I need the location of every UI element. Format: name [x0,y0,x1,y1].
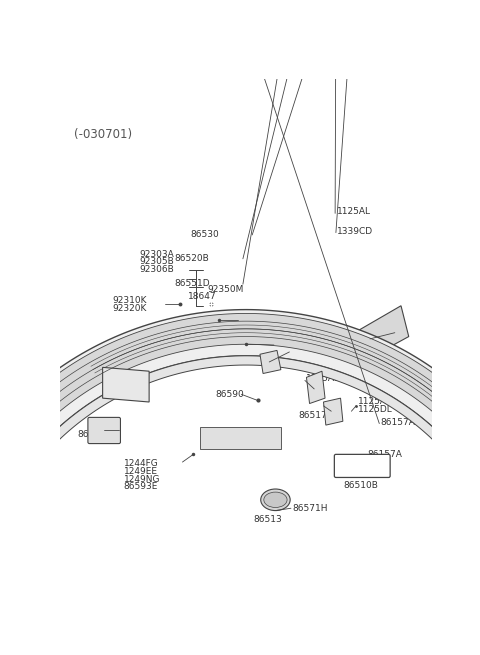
Text: 92310K: 92310K [112,296,146,305]
Text: 86594: 86594 [240,314,268,324]
Text: 86157A: 86157A [381,419,416,427]
Text: 86590: 86590 [215,390,244,399]
Ellipse shape [261,489,290,510]
Text: 86571H: 86571H [292,504,328,513]
Polygon shape [306,371,325,403]
Text: 1249EE: 1249EE [123,467,157,476]
Text: 86513: 86513 [253,515,282,524]
Text: 1249NG: 1249NG [123,474,160,483]
Text: 92306B: 92306B [139,265,174,274]
Polygon shape [17,356,475,479]
Polygon shape [260,350,281,373]
Text: 1125AK: 1125AK [359,398,393,407]
Text: 18647: 18647 [188,292,216,301]
Text: 92303A: 92303A [139,250,174,259]
Text: 92320K: 92320K [112,303,146,312]
Text: 86593E: 86593E [123,482,158,491]
Polygon shape [0,314,480,447]
Text: 1125AL: 1125AL [337,208,372,216]
Text: 86593A: 86593A [335,333,370,343]
Text: 1125DL: 1125DL [359,405,393,414]
Text: 86157A: 86157A [367,450,402,459]
Text: 86518H: 86518H [291,346,326,356]
Text: 86510B: 86510B [343,481,378,490]
Text: 86530: 86530 [190,230,219,238]
Text: (-030701): (-030701) [74,128,132,141]
Text: 86517H: 86517H [299,411,334,421]
Polygon shape [324,398,343,425]
Text: 1339CD: 1339CD [337,227,373,236]
Polygon shape [355,306,409,362]
Ellipse shape [264,492,287,508]
Text: 1244FG: 1244FG [123,459,158,468]
Text: 86551D: 86551D [174,279,210,288]
Bar [200,428,281,449]
FancyBboxPatch shape [335,455,390,477]
Text: 1125AB: 1125AB [306,375,342,383]
Polygon shape [0,310,480,516]
Text: 1244BF: 1244BF [276,337,309,346]
Text: 1244BH: 1244BH [276,345,311,354]
FancyBboxPatch shape [88,417,120,443]
Text: 1249NE: 1249NE [344,461,383,470]
Text: 86520B: 86520B [175,253,210,263]
Text: 86514: 86514 [77,430,106,439]
Text: 92305B: 92305B [139,257,174,267]
Text: 92350M: 92350M [207,285,244,294]
Polygon shape [103,367,149,402]
